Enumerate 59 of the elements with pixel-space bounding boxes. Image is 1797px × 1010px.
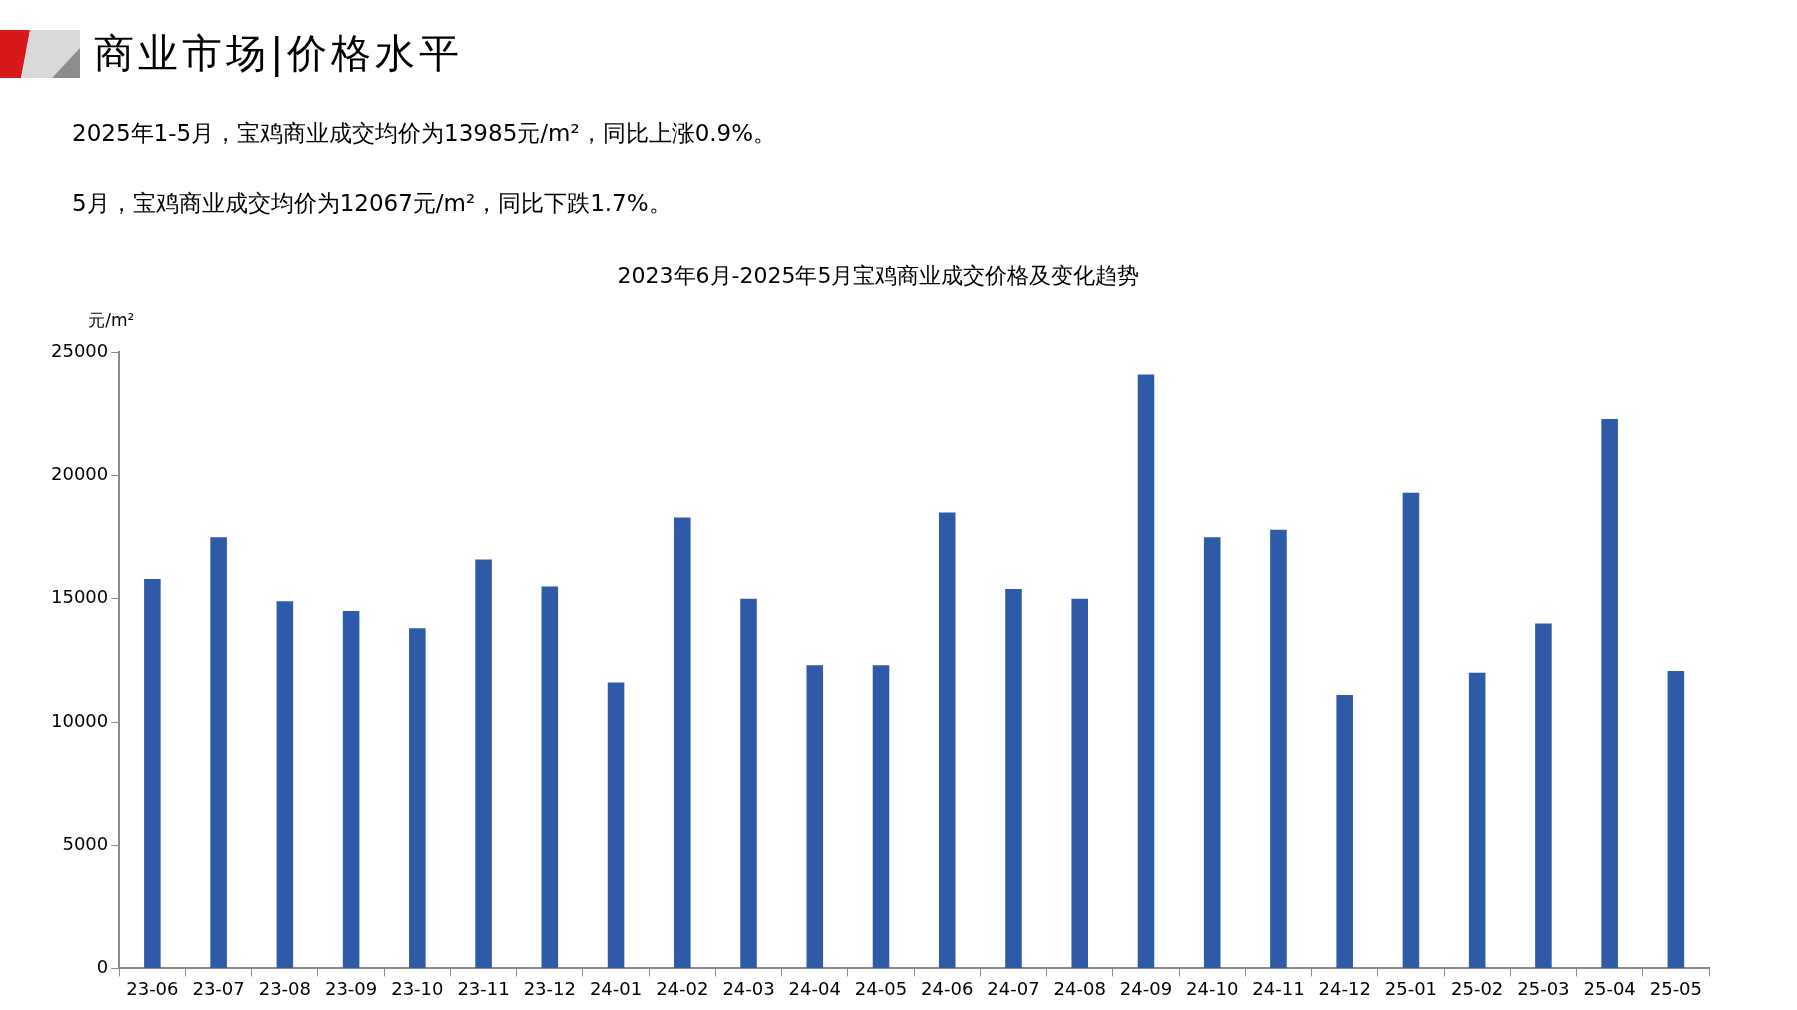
x-tick-label: 23-08 bbox=[258, 977, 312, 999]
bar bbox=[342, 611, 360, 968]
bar bbox=[409, 628, 426, 968]
x-tick-label: 24-01 bbox=[589, 977, 643, 999]
bar bbox=[1071, 598, 1089, 968]
y-tick-label: 20000 bbox=[51, 463, 109, 485]
chart-title: 2023年6月-2025年5月宝鸡商业成交价格及变化趋势 bbox=[617, 262, 1140, 288]
x-tick-label: 24-05 bbox=[854, 977, 908, 999]
bar bbox=[740, 598, 757, 968]
bar bbox=[210, 537, 227, 968]
bar bbox=[1005, 588, 1022, 968]
bar bbox=[938, 512, 956, 968]
x-tick-label: 24-02 bbox=[656, 977, 709, 999]
x-tick-label: 25-03 bbox=[1517, 977, 1570, 999]
y-tick-label: 5000 bbox=[62, 832, 109, 854]
bar bbox=[1535, 623, 1552, 968]
bar bbox=[607, 682, 625, 968]
y-tick-label: 10000 bbox=[51, 709, 109, 731]
x-tick-label: 24-04 bbox=[788, 977, 841, 999]
text: 2025年1-5月，宝鸡商业成交均价为13985元/m²，同比上涨0.9%。 bbox=[72, 119, 777, 148]
x-tick-label: 23-09 bbox=[324, 977, 378, 999]
bar bbox=[1203, 537, 1221, 968]
bar bbox=[1667, 671, 1685, 968]
text: 商业市场|价格水平 bbox=[94, 29, 464, 79]
x-tick-label: 25-01 bbox=[1384, 977, 1438, 999]
y-tick-label: 0 bbox=[96, 956, 109, 978]
bar bbox=[806, 665, 824, 968]
bar bbox=[1468, 672, 1486, 968]
bar bbox=[541, 586, 559, 968]
bar bbox=[1336, 694, 1353, 968]
x-tick-label: 24-08 bbox=[1053, 977, 1106, 999]
x-tick-label: 24-10 bbox=[1186, 977, 1239, 999]
x-tick-label: 25-04 bbox=[1583, 977, 1636, 999]
x-tick-label: 24-09 bbox=[1119, 977, 1173, 999]
bar bbox=[475, 559, 492, 968]
x-tick-label: 24-03 bbox=[722, 977, 775, 999]
x-tick-label: 25-05 bbox=[1649, 977, 1703, 999]
y-axis-title: 元/m² bbox=[88, 310, 135, 331]
x-tick-label: 24-12 bbox=[1318, 977, 1371, 999]
bar bbox=[1137, 374, 1155, 968]
bar bbox=[674, 517, 691, 968]
x-tick-label: 23-11 bbox=[457, 977, 510, 999]
bar bbox=[144, 579, 161, 968]
x-tick-label: 23-12 bbox=[523, 977, 576, 999]
bar bbox=[276, 601, 294, 968]
x-tick-label: 24-07 bbox=[987, 977, 1040, 999]
bar bbox=[1402, 492, 1420, 968]
x-tick-label: 24-06 bbox=[921, 977, 974, 999]
bar bbox=[1270, 529, 1287, 968]
bar bbox=[1601, 418, 1618, 968]
x-tick-label: 23-10 bbox=[391, 977, 444, 999]
y-tick-label: 15000 bbox=[51, 586, 109, 608]
bar bbox=[872, 665, 890, 968]
y-tick-label: 25000 bbox=[51, 340, 109, 362]
x-tick-label: 25-02 bbox=[1451, 977, 1504, 999]
x-tick-label: 24-11 bbox=[1252, 977, 1305, 999]
x-tick-label: 23-06 bbox=[126, 977, 179, 999]
x-tick-label: 23-07 bbox=[192, 977, 245, 999]
text: 5月，宝鸡商业成交均价为12067元/m²，同比下跌1.7%。 bbox=[72, 189, 672, 218]
